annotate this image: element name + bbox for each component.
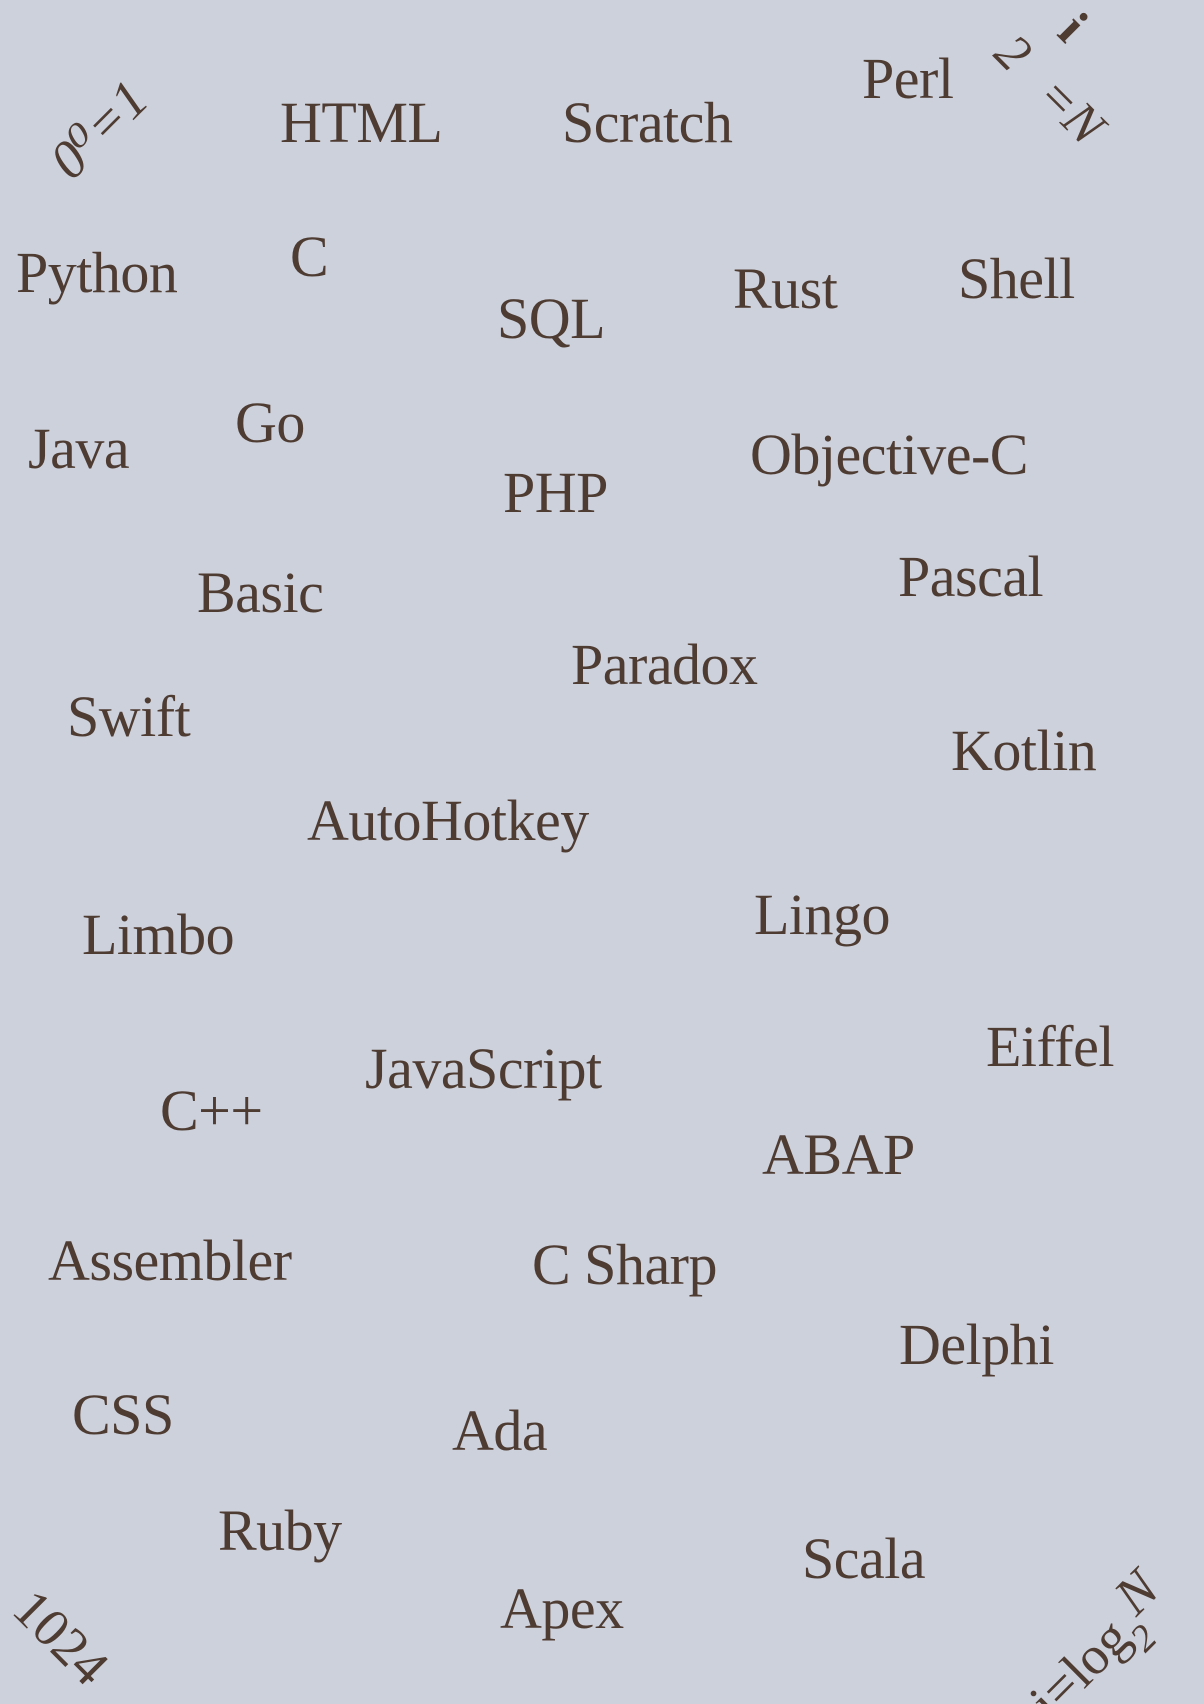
corner-formula-bottom-right-n: N: [1102, 1558, 1171, 1626]
word-limbo: Limbo: [82, 902, 235, 967]
word-css: CSS: [72, 1382, 174, 1447]
word-objective-c: Objective-C: [750, 422, 1028, 487]
corner-formula-bottom-left: 1024: [1, 1577, 121, 1697]
corner-formula-bottom-right: i=log2N: [1010, 1558, 1189, 1704]
word-c: C: [290, 224, 329, 289]
corner-formula-top-right-eq: =N: [1025, 66, 1116, 156]
word-rust: Rust: [733, 256, 838, 321]
word-basic: Basic: [197, 560, 324, 625]
word-perl: Perl: [862, 46, 954, 111]
word-go: Go: [235, 390, 305, 455]
word-scratch: Scratch: [562, 90, 733, 155]
word-python: Python: [16, 240, 178, 305]
word-shell: Shell: [958, 246, 1075, 311]
word-kotlin: Kotlin: [951, 718, 1097, 783]
word-eiffel: Eiffel: [986, 1014, 1114, 1079]
word-ruby: Ruby: [218, 1498, 342, 1563]
word-cpp: C++: [160, 1078, 263, 1143]
word-javascript: JavaScript: [365, 1036, 602, 1101]
word-ada: Ada: [452, 1398, 548, 1463]
word-lingo: Lingo: [754, 882, 891, 947]
word-pascal: Pascal: [898, 544, 1044, 609]
word-html: HTML: [280, 90, 443, 155]
word-paradox: Paradox: [571, 632, 758, 697]
word-assembler: Assembler: [48, 1228, 292, 1293]
word-java: Java: [28, 416, 130, 481]
corner-formula-top-right-i: i: [1047, 2, 1098, 54]
corner-formula-top-right-two: 2: [983, 23, 1043, 83]
corner-formula-top-right: i 2 =N: [958, 3, 1142, 224]
word-autohotkey: AutoHotkey: [307, 788, 589, 853]
word-scala: Scala: [802, 1526, 926, 1591]
word-csharp: C Sharp: [532, 1232, 718, 1297]
corner-formula-bottom-right-main: i=log: [1017, 1606, 1142, 1704]
word-php: PHP: [503, 460, 608, 525]
word-swift: Swift: [67, 684, 191, 749]
word-abap: ABAP: [762, 1122, 915, 1187]
word-apex: Apex: [500, 1576, 624, 1641]
word-delphi: Delphi: [899, 1312, 1054, 1377]
word-sql: SQL: [497, 286, 606, 351]
corner-formula-top-left: 0⁰=1: [37, 68, 160, 191]
